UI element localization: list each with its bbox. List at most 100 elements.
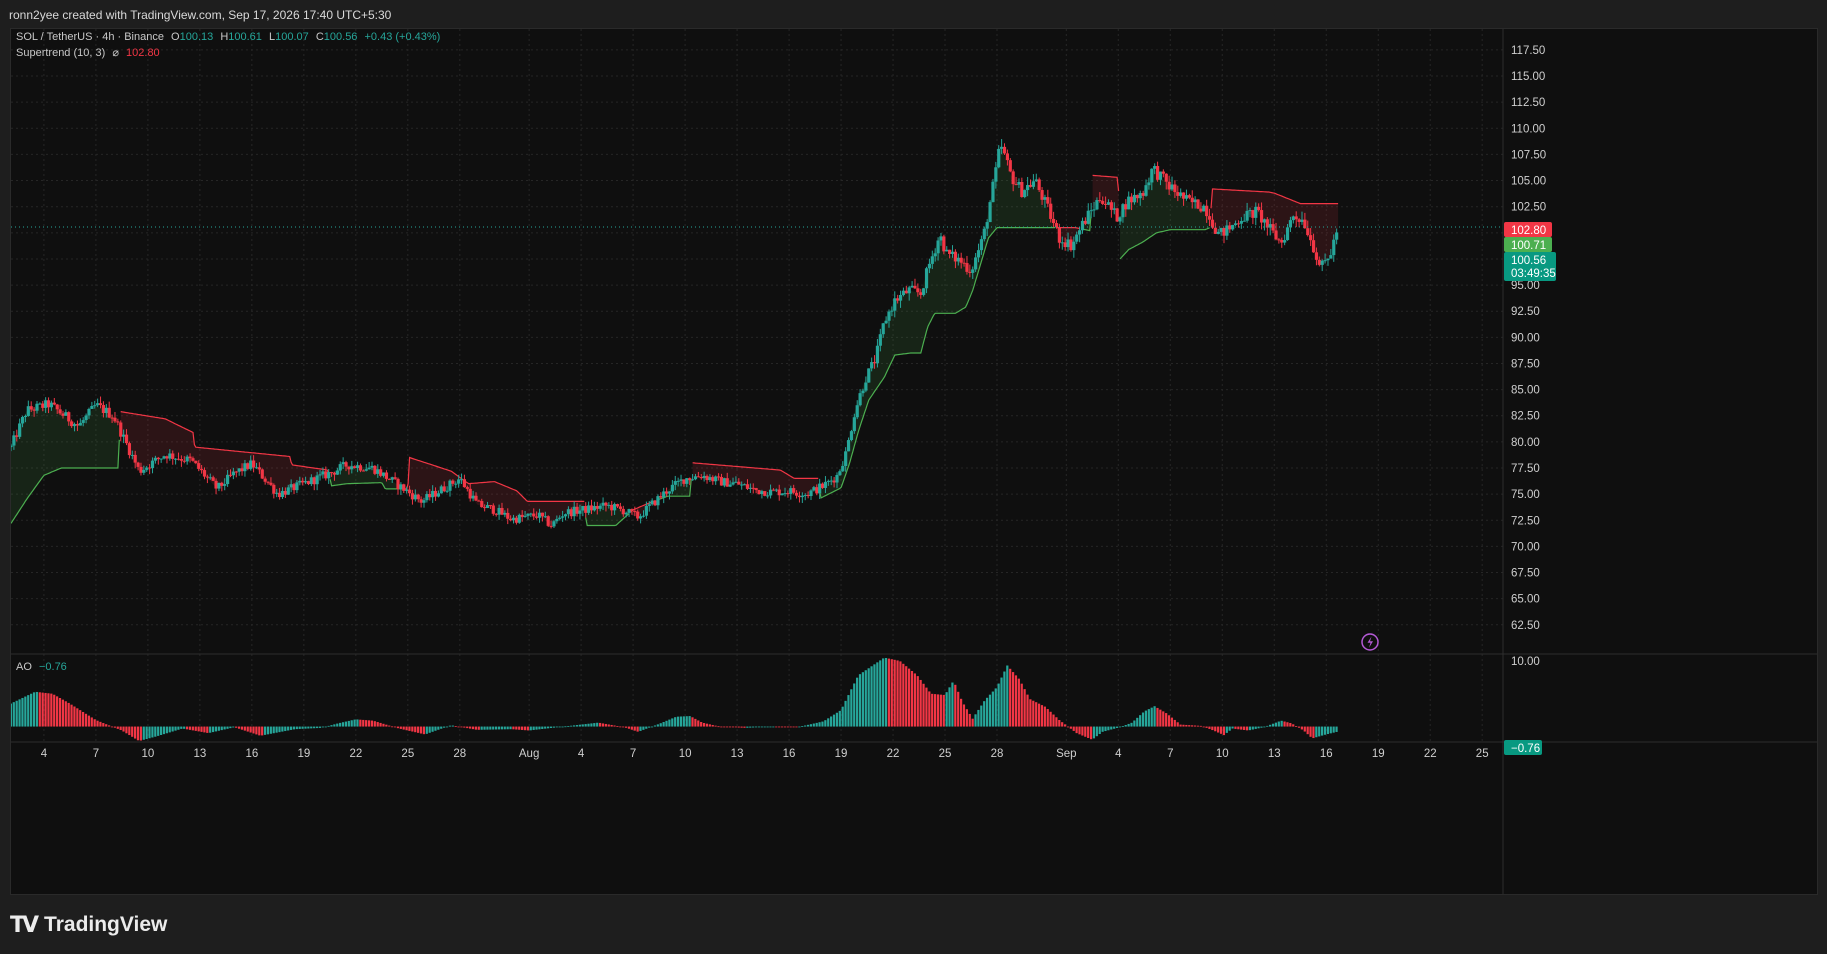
chart-svg[interactable]: 117.50 115.00 112.50 110.00 107.50 105.00 102.… [11,29,1817,894]
symbol-label[interactable]: SOL / TetherUS · 4h · Binance [16,31,164,43]
ao-bar [581,724,584,727]
candle-body [1023,190,1027,198]
time-tick-label: 7 [93,748,99,760]
ao-bar [737,726,740,728]
price-axis[interactable]: 117.50 115.00 112.50 110.00 107.50 105.00 102.… [1511,45,1546,632]
ao-bar [1110,726,1113,730]
candle-body [919,292,923,295]
candle-body [150,460,155,469]
ao-bar [824,720,827,727]
candle-body [176,458,181,460]
lightning-alert-icon[interactable] [1361,633,1379,651]
ao-bar [1277,721,1280,727]
candle-body [711,477,715,482]
ao-bar [789,726,792,728]
candle-body [1300,219,1304,222]
candle-body [1031,181,1035,187]
candle-body [252,460,256,468]
candle-body [44,400,48,408]
candle-body [714,476,718,482]
ao-bar [1208,726,1211,729]
ao-bar [35,691,38,727]
candle-body [924,268,929,289]
candles [11,139,1339,529]
candle-body [956,257,960,262]
candle-body [1257,206,1261,211]
ao-bar [983,701,986,727]
last-price-tag: 100.56 03:49:35 [1504,252,1556,281]
ao-bar [884,657,888,727]
chart-frame[interactable]: 117.50 115.00 112.50 110.00 107.50 105.00 102.… [10,28,1818,895]
candle-body [846,440,851,452]
ao-bar [668,719,671,727]
candle-body [933,253,937,257]
ao-bar [659,723,662,727]
ao-bar [1124,725,1127,727]
candle-body [35,403,39,411]
candle-body [1202,205,1206,212]
ao-bar [801,726,804,727]
candle-body [70,421,74,427]
candle-body [754,488,758,490]
time-axis[interactable]: 4 7 10 13 16 19 22 25 28 Aug 4 7 10 13 16 19 22 25 28 Sep 4 7… [41,748,1489,760]
candle-body [968,271,972,273]
ao-bar [278,726,281,733]
indicator-name[interactable]: Supertrend (10, 3) [16,47,106,59]
ao-bar [971,718,974,727]
candle-body [792,488,796,493]
ao-bar [1237,726,1240,730]
candle-body [910,285,914,288]
ao-name[interactable]: AO [16,661,32,673]
candle-body [1008,160,1012,172]
candle-body [1271,224,1275,231]
ao-bar [549,726,553,729]
ao-bar [1309,726,1312,737]
ao-bar [933,694,937,727]
ao-axis[interactable]: 10.00 [1511,656,1540,668]
ao-value-tag: −0.76 [1504,740,1542,755]
ao-bar [806,724,810,727]
tradingview-logo[interactable]: TV TradingView [10,912,167,938]
ao-bar [847,695,850,727]
ao-bar [1202,726,1205,728]
ao-bar [763,726,766,728]
ao-bar [489,726,492,730]
candle-body [133,454,137,463]
ao-bar [835,712,839,727]
ao-bar [1173,719,1176,727]
ao-bar [772,726,775,728]
candle-body [1115,208,1119,222]
price-tick-label: 92.50 [1511,306,1540,318]
candle-body [119,422,123,437]
ao-bar [237,726,241,729]
ao-bar [148,726,151,739]
ao-bar [492,726,495,730]
candle-body [679,479,683,481]
candle-body [405,489,409,491]
ao-bar [362,719,365,727]
ao-bar [67,702,70,727]
ao-bar [214,726,218,732]
candle-body [38,403,42,405]
candle-body [520,514,524,517]
ao-bar [73,706,76,727]
ao-bar [945,692,948,727]
ao-bar [56,696,59,727]
candle-body [1118,217,1122,222]
ao-bar [142,726,145,740]
ao-bar [558,726,561,728]
candle-body [936,240,940,254]
ao-bar [457,726,460,728]
ao-bar [1191,725,1194,727]
candle-body [361,470,365,472]
candle-body [742,484,747,486]
candle-body [350,466,354,470]
ao-bar [679,716,683,727]
candle-body [373,465,377,474]
ao-bar [1254,726,1257,729]
candle-body [439,486,443,494]
ao-bar [1193,725,1197,727]
candle-body [604,502,608,506]
candle-body [861,390,865,394]
price-tick-label: 75.00 [1511,489,1540,501]
